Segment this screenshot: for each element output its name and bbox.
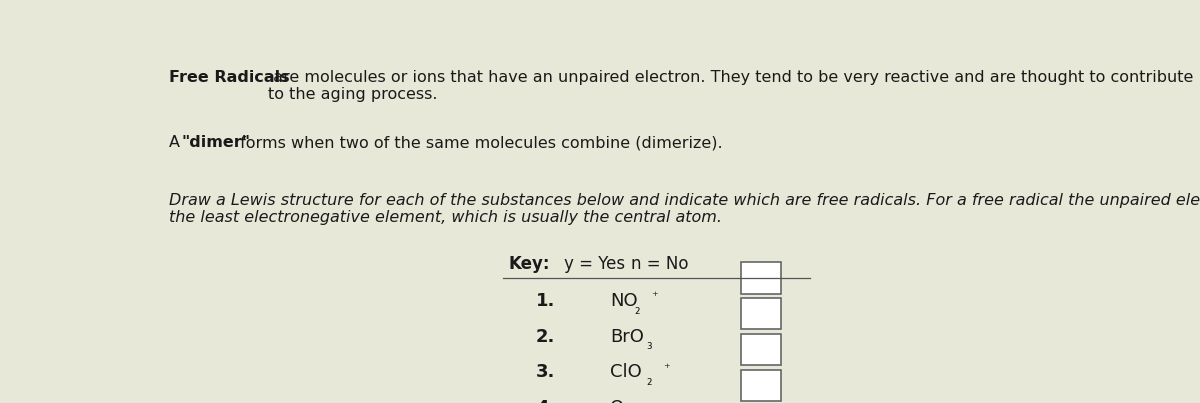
FancyBboxPatch shape: [740, 262, 781, 293]
Text: A: A: [168, 135, 185, 150]
Text: NO: NO: [611, 292, 638, 310]
Text: 2.: 2.: [536, 328, 556, 346]
Text: Free Radicals: Free Radicals: [168, 70, 289, 85]
Text: ClO: ClO: [611, 364, 642, 381]
Text: 1.: 1.: [536, 292, 556, 310]
Text: O: O: [611, 399, 624, 403]
Text: ₂: ₂: [635, 303, 640, 317]
FancyBboxPatch shape: [740, 334, 781, 365]
Text: 4.: 4.: [536, 399, 556, 403]
Text: ₃: ₃: [647, 339, 653, 353]
Text: Key:: Key:: [508, 255, 550, 273]
Text: ⁺: ⁺: [652, 291, 658, 303]
Text: n = No: n = No: [631, 255, 689, 273]
Text: forms when two of the same molecules combine (dimerize).: forms when two of the same molecules com…: [235, 135, 722, 150]
FancyBboxPatch shape: [740, 370, 781, 401]
Text: Draw a Lewis structure for each of the substances below and indicate which are f: Draw a Lewis structure for each of the s…: [168, 193, 1200, 225]
Text: ⁺: ⁺: [664, 362, 670, 375]
Text: ₂: ₂: [647, 374, 652, 388]
Text: 3.: 3.: [536, 364, 556, 381]
FancyBboxPatch shape: [740, 298, 781, 329]
Text: BrO: BrO: [611, 328, 644, 346]
Text: are molecules or ions that have an unpaired electron. They tend to be very react: are molecules or ions that have an unpai…: [268, 70, 1194, 102]
Text: y = Yes: y = Yes: [564, 255, 625, 273]
Text: "dimer": "dimer": [181, 135, 251, 150]
